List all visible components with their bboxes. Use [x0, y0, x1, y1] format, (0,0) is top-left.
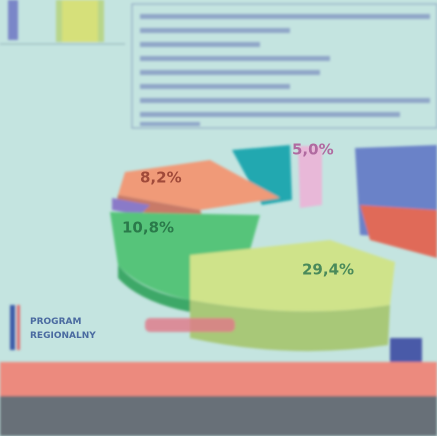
slice [112, 198, 150, 215]
slice [110, 212, 260, 300]
pie-label: 8,2% [140, 169, 182, 187]
legend-lines [140, 14, 430, 126]
slice [232, 145, 292, 205]
slice-edge [390, 338, 422, 366]
bottom-band [0, 362, 437, 396]
legend-box [131, 3, 437, 129]
slice [190, 240, 395, 312]
logo-stripe [10, 305, 15, 350]
screen-border [0, 396, 437, 436]
logo-text: PROGRAM [30, 317, 81, 327]
wordmark [145, 318, 235, 332]
bar-fragment [8, 0, 18, 40]
logo-text: REGIONALNY [30, 331, 96, 341]
pie-label: 29,4% [302, 261, 354, 279]
slice [360, 205, 437, 258]
logo-stripe [17, 305, 20, 350]
bar-fragment [62, 0, 98, 42]
slice-edge [190, 300, 390, 352]
slice-edge [118, 265, 190, 312]
slice [118, 160, 280, 210]
pie-label: 5,0% [292, 141, 334, 159]
slice [298, 146, 322, 208]
pie-label: 10,8% [122, 219, 174, 237]
